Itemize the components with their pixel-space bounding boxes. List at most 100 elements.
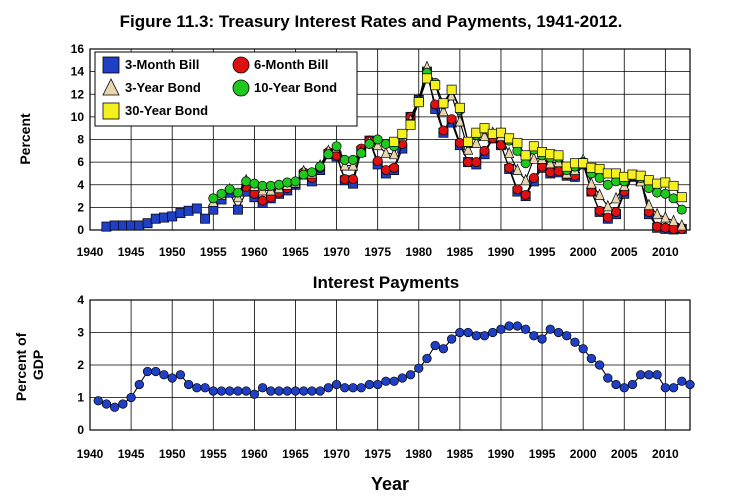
point-10-year-bond-1970 [331,141,342,152]
point-3-year-bond-2004 [610,191,622,204]
point-30-year-bond-1984 [446,84,457,95]
point-10-year-bond-1958 [232,187,243,198]
x-tick-label-1945: 1945 [118,447,145,461]
point-10-year-bond-1959 [241,176,252,187]
point-30-year-bond-1988 [479,123,490,134]
point-3-year-bond-1975 [372,138,383,151]
payments-y-label: Percent of GDP [13,329,46,401]
point-30-year-bond-1985 [454,102,465,113]
payments-x-ticks: 1940 1945 1950 1955 1960 1965 1970 1975 1980 1985… [77,447,679,461]
point-30-year-bond-2012 [676,192,687,203]
point-6-month-bill-1986 [463,157,474,168]
point-30-year-bond-2008 [643,175,654,186]
x-tick-label-1950: 1950 [159,447,186,461]
point-30-year-bond-1994 [528,141,539,152]
y-tick-label-0: 0 [77,223,84,237]
legend-3-year-bond-triangle-icon [102,78,120,96]
point-3-month-bill-1954 [200,213,211,224]
point-6-month-bill-1984 [446,114,457,125]
point-series-0-1943 [110,402,120,412]
point-series-0-1956 [216,386,227,396]
x-tick-label-1960: 1960 [241,447,268,461]
point-10-year-bond-1956 [216,188,227,199]
point-3-month-bill-1948 [150,213,161,224]
y-tick-label-16: 16 [71,42,85,56]
point-3-month-bill-1946 [134,220,145,231]
point-series-0-1978 [397,373,407,383]
point-series-0-1973 [356,383,366,393]
point-6-month-bill-1991 [504,162,515,173]
rates-y-ticks: 0 2 4 6 8 10 12 14 16 [71,42,85,237]
point-6-month-bill-1987 [471,157,482,168]
point-30-year-bond-1977 [389,136,400,147]
point-6-month-bill-2003 [602,212,613,223]
x-tick-label-1940: 1940 [77,245,104,259]
rates-y-label: Percent [17,113,33,165]
point-30-year-bond-2001 [586,162,597,173]
point-6-month-bill-1993 [520,189,531,200]
point-30-year-bond-2004 [611,168,621,179]
point-30-year-bond-2006 [627,169,638,180]
figure-title: Figure 11.3: Treasury Interest Rates and… [120,12,623,31]
point-10-year-bond-1974 [364,139,375,149]
x-tick-label-1980: 1980 [405,447,432,461]
legend-item-10-year-bond: 10-Year Bond [232,79,337,97]
point-30-year-bond-1992 [512,137,523,148]
x-tick-label-1995: 1995 [529,245,556,259]
point-30-year-bond-1978 [397,128,408,139]
x-tick-label-2005: 2005 [611,245,638,259]
point-series-0-1993 [520,324,531,334]
rates-x-ticks: 1940 1945 1950 1955 1960 1965 1970 1975 1980 1985… [77,245,679,259]
point-30-year-bond-1991 [504,133,515,144]
x-tick-label-1965: 1965 [282,447,309,461]
point-3-year-bond-2011 [668,214,679,226]
point-6-month-bill-1977 [389,162,400,173]
point-6-month-bill-1976 [380,165,391,175]
point-series-0-1994 [529,331,539,341]
x-tick-label-1990: 1990 [488,245,515,259]
point-series-0-2007 [636,370,646,380]
point-series-0-2004 [611,379,621,390]
point-series-0-1954 [200,383,210,393]
point-3-year-bond-2012 [676,219,687,231]
point-10-year-bond-1975 [372,134,383,145]
point-30-year-bond-1987 [471,127,482,138]
point-3-year-bond-1972 [347,159,359,171]
point-10-year-bond-1964 [282,177,293,188]
legend-label-10-year-bond: 10-Year Bond [254,80,337,95]
point-30-year-bond-1982 [430,80,441,91]
payments-y-ticks: 0 1 2 3 4 [77,293,84,437]
point-3-month-bill-1952 [183,205,194,216]
x-tick-label-1970: 1970 [323,447,350,461]
legend-3-month-bill-square-icon [102,56,120,74]
x-tick-label-1975: 1975 [364,447,391,461]
point-3-year-bond-2008 [643,198,655,211]
y-tick-label-2: 2 [77,358,84,372]
point-series-0-1941 [93,396,103,406]
payments-y-label-line-1: Percent of [13,332,29,401]
x-tick-label-2010: 2010 [652,245,679,259]
point-3-year-bond-1988 [479,129,490,142]
point-30-year-bond-2003 [602,168,613,179]
point-6-month-bill-1982 [430,99,441,110]
point-series-0-1992 [512,321,523,331]
payments-y-label-line-2: GDP [30,350,46,380]
point-30-year-bond-1995 [537,146,548,157]
point-6-month-bill-1972 [348,174,358,185]
legend-label-3-month-bill: 3-Month Bill [125,57,199,72]
point-6-month-bill-2002 [594,205,605,216]
point-series-0-1961 [257,383,268,393]
point-series-0-1951 [175,370,186,380]
point-10-year-bond-1968 [315,161,326,172]
point-6-month-bill-1988 [479,145,490,156]
point-3-year-bond-1992 [512,163,523,175]
point-30-year-bond-1999 [569,158,580,169]
point-30-year-bond-2002 [594,163,605,174]
y-tick-label-1: 1 [77,391,84,405]
legend-item-3-month-bill: 3-Month Bill [102,56,199,74]
point-series-0-1980 [414,363,424,373]
point-30-year-bond-2000 [578,158,589,169]
point-10-year-bond-2012 [676,204,687,215]
